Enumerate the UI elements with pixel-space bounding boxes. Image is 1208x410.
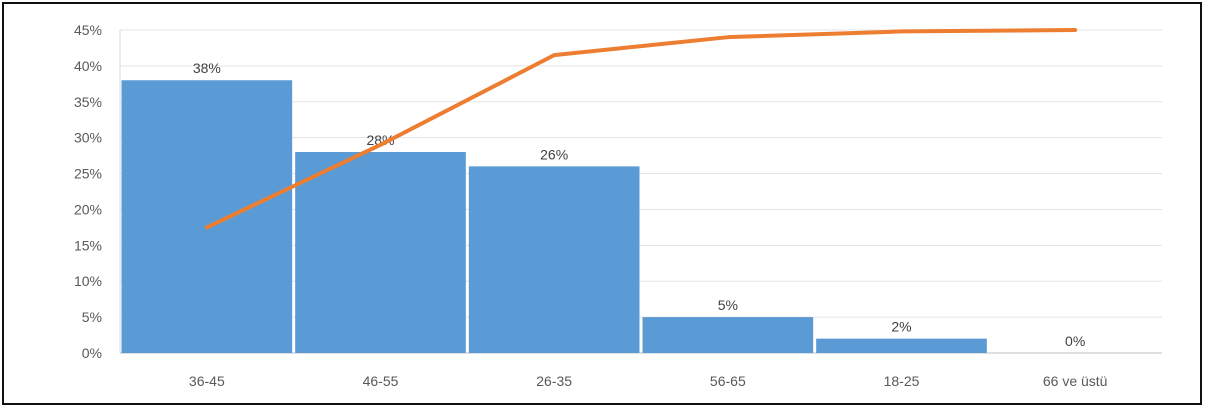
x-tick-label: 18-25 — [884, 373, 920, 389]
y-tick-label: 20% — [74, 201, 102, 217]
bar-data-label: 5% — [718, 297, 738, 313]
cumulative-line — [204, 28, 1078, 230]
y-tick-label: 5% — [82, 309, 102, 325]
bar-data-label: 26% — [540, 146, 568, 162]
bar-data-label: 28% — [366, 132, 394, 148]
bar — [816, 338, 987, 353]
x-tick-label: 56-65 — [710, 373, 746, 389]
x-tick-label: 66 ve üstü — [1043, 373, 1108, 389]
x-tick-label: 36-45 — [189, 373, 225, 389]
bar — [642, 317, 814, 353]
y-tick-label: 35% — [74, 94, 102, 110]
bar-data-label: 2% — [891, 319, 911, 335]
y-tick-label: 30% — [74, 130, 102, 146]
bar — [468, 166, 640, 353]
x-tick-label: 46-55 — [363, 373, 399, 389]
y-tick-label: 25% — [74, 166, 102, 182]
y-tick-label: 15% — [74, 237, 102, 253]
bar-data-label: 38% — [193, 60, 221, 76]
bar — [295, 152, 466, 353]
y-tick-label: 0% — [82, 345, 102, 361]
y-tick-label: 10% — [74, 273, 102, 289]
bar-data-label: 0% — [1065, 333, 1085, 349]
bar — [121, 80, 293, 353]
y-tick-label: 40% — [74, 58, 102, 74]
x-tick-label: 26-35 — [536, 373, 572, 389]
y-tick-label: 45% — [74, 22, 102, 38]
